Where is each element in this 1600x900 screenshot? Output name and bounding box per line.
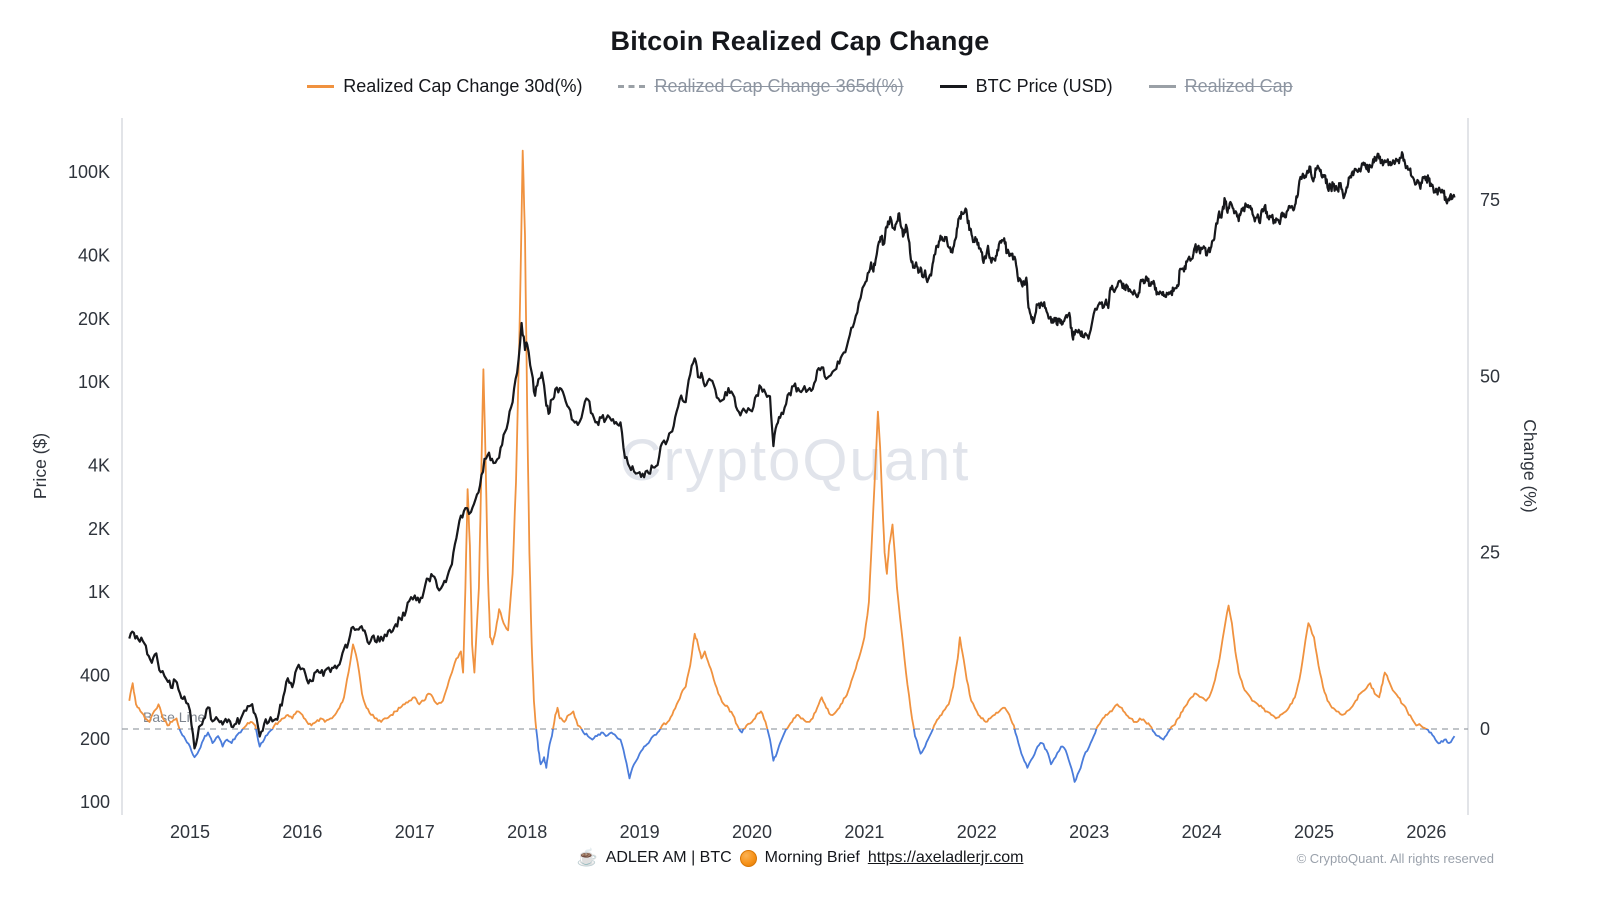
price-tick-label: 400 <box>80 666 110 686</box>
year-tick-label: 2019 <box>620 822 660 842</box>
price-tick-label: 100K <box>68 162 110 182</box>
change-tick-label: 50 <box>1480 366 1500 386</box>
year-tick-label: 2021 <box>844 822 884 842</box>
legend-swatch-realized-cap-change-30d <box>307 85 335 88</box>
year-tick-label: 2017 <box>395 822 435 842</box>
footer-brief-label: Morning Brief <box>764 849 860 866</box>
legend-swatch-realized-cap-change-365d <box>618 85 646 88</box>
change-tick-label: 25 <box>1480 543 1500 563</box>
year-tick-label: 2023 <box>1069 822 1109 842</box>
year-tick-label: 2024 <box>1182 822 1222 842</box>
legend-item-realized-cap-change-30d[interactable]: Realized Cap Change 30d(%) <box>307 76 582 97</box>
btc-price-line <box>128 151 1456 750</box>
realized-cap-change-30d-positive-line <box>128 149 1429 729</box>
legend-label: Realized Cap Change 365d(%) <box>654 76 904 96</box>
price-tick-label: 40K <box>78 246 110 266</box>
year-tick-label: 2026 <box>1406 822 1446 842</box>
coffee-icon: ☕ <box>576 848 598 867</box>
price-tick-label: 100 <box>80 792 110 812</box>
year-tick-label: 2018 <box>507 822 547 842</box>
price-tick-label: 10K <box>78 372 110 392</box>
year-tick-label: 2022 <box>957 822 997 842</box>
price-tick-label: 4K <box>88 456 110 476</box>
legend-swatch-btc-price-usd <box>939 85 967 88</box>
baseline-label: Base Line <box>143 709 205 725</box>
price-tick-label: 20K <box>78 309 110 329</box>
year-tick-label: 2015 <box>170 822 210 842</box>
legend-label: BTC Price (USD) <box>975 76 1113 96</box>
footer-attribution: ☕ ADLER AM | BTC Morning Brief https://a… <box>0 848 1600 868</box>
legend-item-realized-cap-change-365d[interactable]: Realized Cap Change 365d(%) <box>618 76 904 97</box>
change-tick-label: 75 <box>1480 190 1500 210</box>
legend-item-realized-cap[interactable]: Realized Cap <box>1148 76 1293 97</box>
year-tick-label: 2025 <box>1294 822 1334 842</box>
right-axis-title: Change (%) <box>1520 419 1540 512</box>
price-tick-label: 2K <box>88 519 110 539</box>
footer-link[interactable]: https://axeladlerjr.com <box>867 849 1024 866</box>
realized-cap-change-30d-negative-line <box>178 729 1456 783</box>
legend-swatch-realized-cap <box>1148 85 1176 88</box>
year-tick-label: 2020 <box>732 822 772 842</box>
left-axis-title: Price ($) <box>30 433 50 499</box>
chart-legend: Realized Cap Change 30d(%) Realized Cap C… <box>0 76 1600 97</box>
change-tick-label: 0 <box>1480 719 1490 739</box>
legend-item-btc-price-usd[interactable]: BTC Price (USD) <box>939 76 1113 97</box>
orange-circle-icon <box>739 849 757 867</box>
price-tick-label: 200 <box>80 729 110 749</box>
legend-label: Realized Cap Change 30d(%) <box>343 76 583 96</box>
legend-label: Realized Cap <box>1184 76 1293 96</box>
copyright-text: © CryptoQuant. All rights reserved <box>1296 851 1494 866</box>
page-title: Bitcoin Realized Cap Change <box>610 26 990 56</box>
year-tick-label: 2016 <box>282 822 322 842</box>
cryptoquant-watermark: CryptoQuant <box>620 428 971 493</box>
footer-brand: ADLER AM | BTC <box>605 849 732 866</box>
price-tick-label: 1K <box>88 582 110 602</box>
